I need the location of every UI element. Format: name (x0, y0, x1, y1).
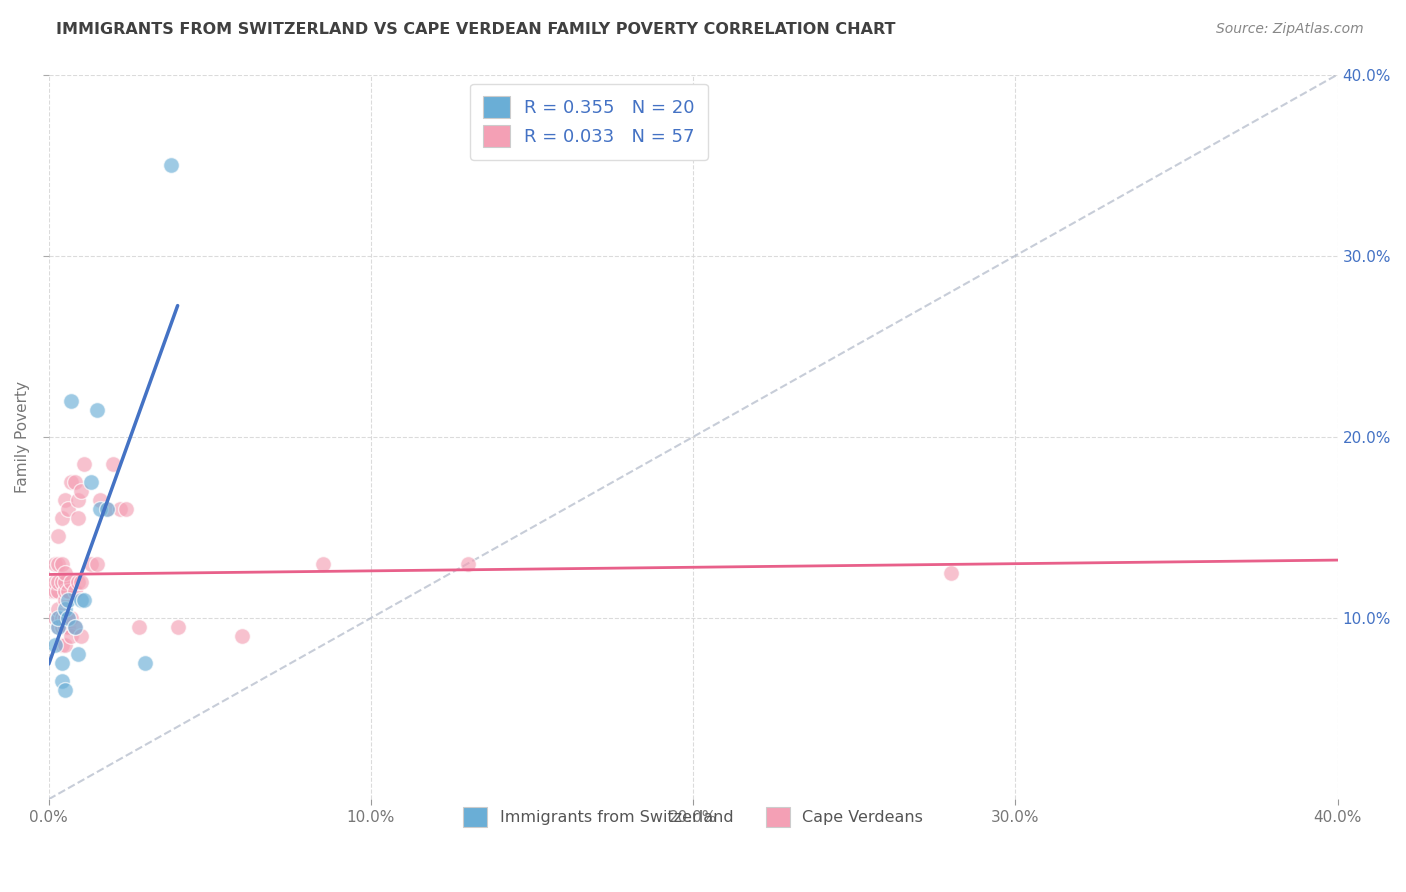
Point (53, 593, 76, 607)
Point (128, 620, 150, 634)
Point (56, 502, 79, 516)
Legend: Immigrants from Switzerland, Cape Verdeans: Immigrants from Switzerland, Cape Verdea… (456, 799, 931, 835)
Point (56, 620, 79, 634)
Point (48, 529, 70, 543)
Point (66, 647, 89, 661)
Point (73, 593, 96, 607)
Point (44, 574, 66, 589)
Point (70, 484, 93, 499)
Point (103, 457, 125, 471)
Point (70, 593, 93, 607)
Point (44, 557, 66, 571)
Point (48, 602, 70, 616)
Point (79, 557, 101, 571)
Point (56, 611, 79, 625)
Point (53, 493, 76, 508)
Point (134, 657, 156, 671)
Point (41, 583, 63, 598)
Point (53, 574, 76, 589)
Point (51, 674, 73, 689)
Point (51, 620, 73, 634)
Point (53, 638, 76, 652)
Point (60, 475, 83, 490)
Point (70, 574, 93, 589)
Point (51, 574, 73, 589)
Point (56, 611, 79, 625)
Point (63, 620, 86, 634)
Point (44, 611, 66, 625)
Point (51, 638, 73, 652)
Point (96, 502, 118, 516)
Point (89, 493, 111, 508)
Point (60, 611, 83, 625)
Point (73, 457, 96, 471)
Point (96, 502, 118, 516)
Point (53, 566, 76, 580)
Y-axis label: Family Poverty: Family Poverty (15, 381, 30, 493)
Point (56, 593, 79, 607)
Point (231, 629, 253, 643)
Point (53, 611, 76, 625)
Point (44, 638, 66, 652)
Point (48, 583, 70, 598)
Point (51, 657, 73, 671)
Point (66, 511, 89, 525)
Point (51, 511, 73, 525)
Text: Source: ZipAtlas.com: Source: ZipAtlas.com (1216, 22, 1364, 37)
Text: IMMIGRANTS FROM SWITZERLAND VS CAPE VERDEAN FAMILY POVERTY CORRELATION CHART: IMMIGRANTS FROM SWITZERLAND VS CAPE VERD… (56, 22, 896, 37)
Point (63, 475, 86, 490)
Point (60, 629, 83, 643)
Point (51, 557, 73, 571)
Point (48, 620, 70, 634)
Point (53, 602, 76, 616)
Point (48, 557, 70, 571)
Point (48, 620, 70, 634)
Point (70, 629, 93, 643)
Point (108, 502, 131, 516)
Point (457, 557, 479, 571)
Point (48, 611, 70, 625)
Point (66, 574, 89, 589)
Point (115, 502, 138, 516)
Point (86, 557, 108, 571)
Point (53, 620, 76, 634)
Point (48, 574, 70, 589)
Point (939, 566, 962, 580)
Point (53, 583, 76, 598)
Point (60, 574, 83, 589)
Point (66, 493, 89, 508)
Point (60, 393, 83, 408)
Point (53, 683, 76, 698)
Point (51, 611, 73, 625)
Point (63, 583, 86, 598)
Point (86, 402, 108, 417)
Point (56, 583, 79, 598)
Point (44, 583, 66, 598)
Point (48, 611, 70, 625)
Point (160, 158, 183, 172)
Point (166, 620, 188, 634)
Point (89, 502, 111, 516)
Point (63, 620, 86, 634)
Point (79, 475, 101, 490)
Point (311, 557, 333, 571)
